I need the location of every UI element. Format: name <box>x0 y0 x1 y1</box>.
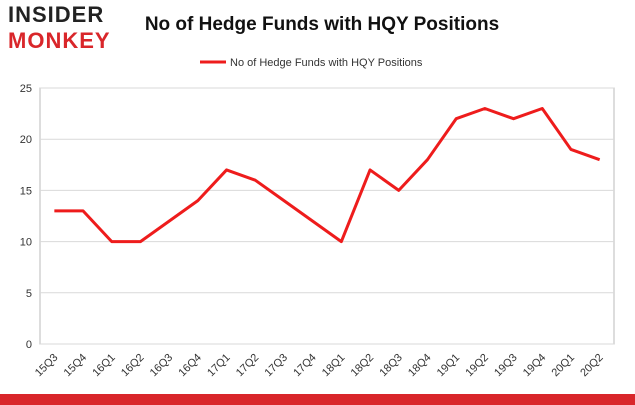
y-tick-label: 0 <box>26 339 32 351</box>
x-tick-label: 16Q1 <box>90 352 118 380</box>
x-tick-label: 17Q3 <box>263 352 291 380</box>
x-tick-label: 16Q2 <box>119 352 147 380</box>
legend-label: No of Hedge Funds with HQY Positions <box>230 57 423 69</box>
logo-line2: MONKEY <box>8 28 111 53</box>
x-tick-label: 16Q3 <box>148 352 176 380</box>
x-tick-label: 19Q3 <box>492 352 520 380</box>
x-tick-label: 17Q4 <box>291 352 319 380</box>
y-tick-label: 15 <box>20 185 32 197</box>
y-tick-label: 20 <box>20 134 32 146</box>
x-tick-label: 18Q1 <box>320 352 348 380</box>
x-tick-label: 17Q1 <box>205 352 233 380</box>
x-tick-label: 16Q4 <box>176 352 204 380</box>
x-tick-label: 20Q1 <box>550 352 578 380</box>
x-tick-label: 19Q4 <box>521 352 549 380</box>
x-tick-label: 17Q2 <box>234 352 262 380</box>
chart-title: No of Hedge Funds with HQY Positions <box>145 14 499 35</box>
y-tick-label: 5 <box>26 288 32 300</box>
logo-line1: INSIDER <box>8 2 104 27</box>
x-tick-label: 15Q3 <box>33 352 61 380</box>
x-tick-label: 18Q4 <box>406 352 434 380</box>
x-tick-label: 15Q4 <box>62 352 90 380</box>
x-tick-label: 19Q1 <box>435 352 463 380</box>
series-line <box>54 106 601 244</box>
x-tick-label: 18Q2 <box>349 352 377 380</box>
x-tick-label: 18Q3 <box>377 352 405 380</box>
x-tick-label: 19Q2 <box>463 352 491 380</box>
y-tick-label: 10 <box>20 237 32 249</box>
plot-frame <box>39 87 615 345</box>
y-tick-label: 25 <box>20 83 32 95</box>
x-tick-label: 20Q2 <box>578 352 606 380</box>
footer-bar <box>0 394 635 405</box>
